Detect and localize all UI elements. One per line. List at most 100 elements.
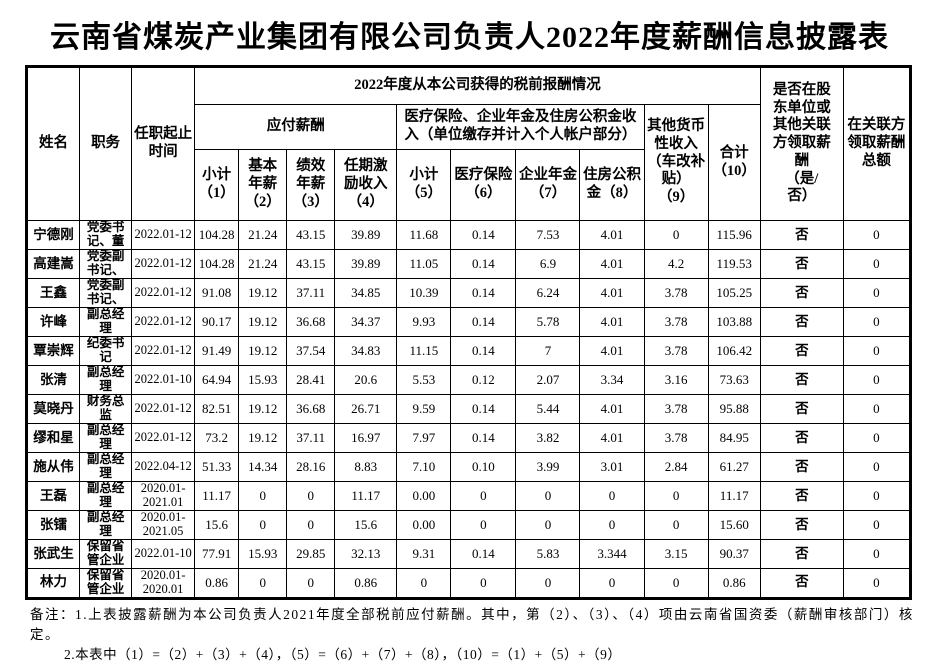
other-cash-9-cell: 0 xyxy=(644,511,708,540)
tenure-incentive-4-cell: 34.85 xyxy=(335,279,397,308)
enterprise-annuity-7-cell: 0 xyxy=(516,482,580,511)
col-header-related-party-flag: 是否在股 东单位或 其他关联 方领取薪 酬 （是/ 否） xyxy=(760,67,843,221)
housing-fund-8-cell: 0 xyxy=(580,569,644,599)
name-cell: 许峰 xyxy=(27,308,80,337)
related-party-flag-cell: 否 xyxy=(760,540,843,569)
col-header-name: 姓名 xyxy=(27,67,80,221)
position-cell: 副总经 理 xyxy=(80,482,132,511)
position-cell: 财务总 监 xyxy=(80,395,132,424)
total-10-cell: 11.17 xyxy=(708,482,760,511)
other-cash-9-cell: 4.2 xyxy=(644,250,708,279)
medical-insurance-6-cell: 0 xyxy=(451,482,516,511)
related-party-flag-cell: 否 xyxy=(760,569,843,599)
medical-insurance-6-cell: 0.14 xyxy=(451,395,516,424)
performance-salary-3-cell: 28.41 xyxy=(287,366,335,395)
other-cash-9-cell: 3.78 xyxy=(644,337,708,366)
subtotal-1-cell: 11.17 xyxy=(195,482,239,511)
housing-fund-8-cell: 3.34 xyxy=(580,366,644,395)
col-header-pretax-group: 2022年度从本公司获得的税前报酬情况 xyxy=(195,67,761,105)
salary-disclosure-table: 姓名 职务 任职起止 时间 2022年度从本公司获得的税前报酬情况 是否在股 东… xyxy=(25,65,912,600)
base-salary-2-cell: 21.24 xyxy=(239,221,287,250)
tenure-cell: 2022.01-12 xyxy=(132,279,195,308)
housing-fund-8-cell: 4.01 xyxy=(580,279,644,308)
tenure-cell: 2022.01-10 xyxy=(132,540,195,569)
subtotal-1-cell: 91.08 xyxy=(195,279,239,308)
related-party-flag-cell: 否 xyxy=(760,511,843,540)
subtotal-5-cell: 7.10 xyxy=(397,453,451,482)
related-party-amount-cell: 0 xyxy=(843,308,910,337)
tenure-cell: 2020.01- 2021.05 xyxy=(132,511,195,540)
other-cash-9-cell: 3.78 xyxy=(644,424,708,453)
medical-insurance-6-cell: 0.14 xyxy=(451,424,516,453)
position-cell: 党委副 书记、 xyxy=(80,250,132,279)
performance-salary-3-cell: 0 xyxy=(287,511,335,540)
base-salary-2-cell: 0 xyxy=(239,482,287,511)
col-header-tenure-incentive-4: 任期激 励收入 （4） xyxy=(335,150,397,221)
related-party-amount-cell: 0 xyxy=(843,453,910,482)
base-salary-2-cell: 21.24 xyxy=(239,250,287,279)
housing-fund-8-cell: 3.01 xyxy=(580,453,644,482)
medical-insurance-6-cell: 0.14 xyxy=(451,250,516,279)
subtotal-5-cell: 0.00 xyxy=(397,482,451,511)
note-line-2: 2.本表中（1）=（2）+（3）+（4），（5）=（6）+（7）+（8），（10… xyxy=(30,645,939,665)
name-cell: 王磊 xyxy=(27,482,80,511)
subtotal-1-cell: 91.49 xyxy=(195,337,239,366)
other-cash-9-cell: 3.15 xyxy=(644,540,708,569)
tenure-incentive-4-cell: 32.13 xyxy=(335,540,397,569)
subtotal-1-cell: 51.33 xyxy=(195,453,239,482)
related-party-amount-cell: 0 xyxy=(843,569,910,599)
name-cell: 林力 xyxy=(27,569,80,599)
other-cash-9-cell: 0 xyxy=(644,221,708,250)
position-cell: 党委书 记、董 xyxy=(80,221,132,250)
performance-salary-3-cell: 28.16 xyxy=(287,453,335,482)
page-title: 云南省煤炭产业集团有限公司负责人2022年度薪酬信息披露表 xyxy=(0,0,939,56)
related-party-flag-cell: 否 xyxy=(760,395,843,424)
performance-salary-3-cell: 36.68 xyxy=(287,395,335,424)
medical-insurance-6-cell: 0.10 xyxy=(451,453,516,482)
position-cell: 副总经 理 xyxy=(80,453,132,482)
housing-fund-8-cell: 4.01 xyxy=(580,337,644,366)
housing-fund-8-cell: 4.01 xyxy=(580,221,644,250)
medical-insurance-6-cell: 0.14 xyxy=(451,308,516,337)
tenure-cell: 2022.04-12 xyxy=(132,453,195,482)
enterprise-annuity-7-cell: 5.78 xyxy=(516,308,580,337)
related-party-amount-cell: 0 xyxy=(843,395,910,424)
related-party-amount-cell: 0 xyxy=(843,511,910,540)
housing-fund-8-cell: 0 xyxy=(580,511,644,540)
subtotal-1-cell: 15.6 xyxy=(195,511,239,540)
other-cash-9-cell: 0 xyxy=(644,482,708,511)
name-cell: 张清 xyxy=(27,366,80,395)
tenure-incentive-4-cell: 34.37 xyxy=(335,308,397,337)
related-party-flag-cell: 否 xyxy=(760,221,843,250)
related-party-amount-cell: 0 xyxy=(843,279,910,308)
related-party-flag-cell: 否 xyxy=(760,453,843,482)
related-party-amount-cell: 0 xyxy=(843,337,910,366)
col-header-tenure: 任职起止 时间 xyxy=(132,67,195,221)
tenure-incentive-4-cell: 20.6 xyxy=(335,366,397,395)
housing-fund-8-cell: 3.344 xyxy=(580,540,644,569)
col-header-medical-insurance-6: 医疗保险 （6） xyxy=(451,150,516,221)
base-salary-2-cell: 0 xyxy=(239,569,287,599)
base-salary-2-cell: 0 xyxy=(239,511,287,540)
subtotal-1-cell: 104.28 xyxy=(195,250,239,279)
name-cell: 张镭 xyxy=(27,511,80,540)
related-party-flag-cell: 否 xyxy=(760,279,843,308)
performance-salary-3-cell: 37.54 xyxy=(287,337,335,366)
performance-salary-3-cell: 0 xyxy=(287,569,335,599)
related-party-flag-cell: 否 xyxy=(760,250,843,279)
tenure-incentive-4-cell: 39.89 xyxy=(335,250,397,279)
housing-fund-8-cell: 4.01 xyxy=(580,250,644,279)
name-cell: 覃崇辉 xyxy=(27,337,80,366)
name-cell: 莫晓丹 xyxy=(27,395,80,424)
tenure-incentive-4-cell: 34.83 xyxy=(335,337,397,366)
related-party-flag-cell: 否 xyxy=(760,308,843,337)
tenure-incentive-4-cell: 15.6 xyxy=(335,511,397,540)
tenure-cell: 2022.01-12 xyxy=(132,221,195,250)
